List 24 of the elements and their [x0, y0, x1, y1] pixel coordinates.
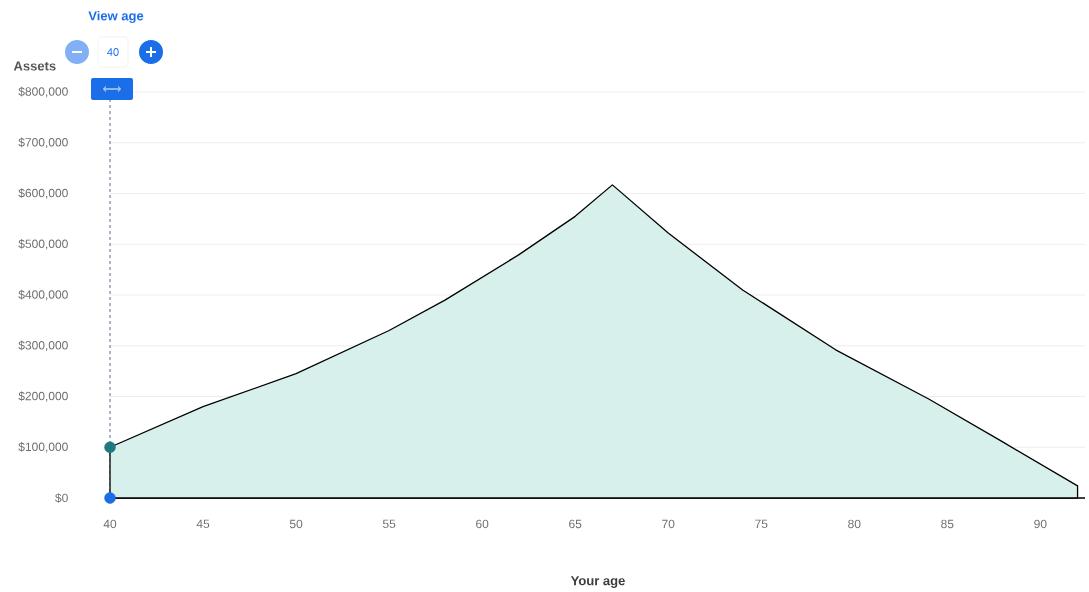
x-tick-label: 65 [569, 519, 582, 529]
x-axis-title: Your age [570, 576, 625, 588]
x-tick-label: 50 [289, 519, 303, 529]
y-tick-label: $400,000 [18, 289, 68, 301]
y-tick-label: $500,000 [18, 239, 68, 250]
x-tick-label: 90 [1034, 519, 1047, 529]
x-tick-label: 40 [103, 519, 117, 529]
y-tick-label: $800,000 [18, 86, 68, 98]
text: 40 [107, 48, 119, 56]
y-tick-label: $100,000 [18, 442, 68, 453]
y-tick-label: $0 [55, 493, 68, 503]
x-tick-label: 60 [476, 519, 489, 529]
x-tick-label: 85 [941, 519, 954, 529]
y-tick-label: $700,000 [18, 137, 68, 148]
x-tick-label: 75 [755, 519, 768, 529]
y-tick-label: $300,000 [18, 340, 68, 351]
text: View age [88, 10, 144, 24]
y-tick-label: $600,000 [18, 188, 68, 199]
y-tick-label: $200,000 [18, 391, 68, 402]
x-tick-label: 70 [662, 519, 675, 529]
x-tick-label: 80 [848, 519, 861, 529]
y-axis-title: Assets [13, 61, 56, 71]
x-tick-label: 55 [382, 519, 396, 529]
x-tick-label: 45 [196, 519, 210, 529]
